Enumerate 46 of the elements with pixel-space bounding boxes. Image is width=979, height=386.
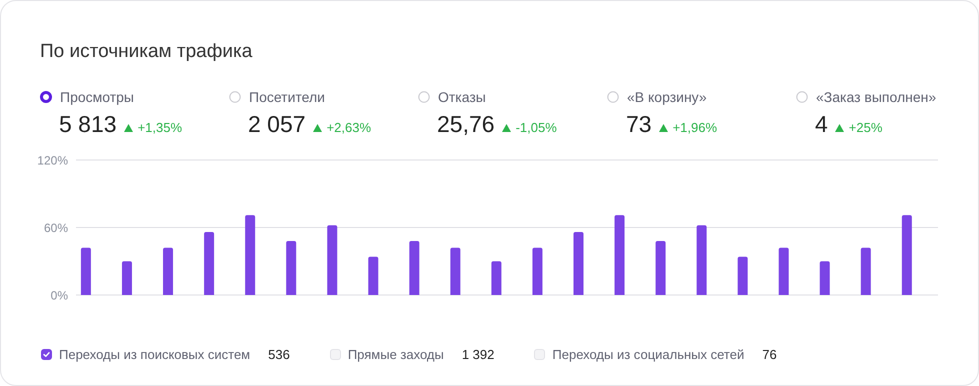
text: -1,05% [516,120,557,135]
bar [820,261,830,295]
bar [245,215,256,295]
bar [80,248,91,295]
bar [409,241,420,295]
bar [532,248,542,295]
y-tick-label: 120% [37,153,68,168]
bar [738,256,748,295]
text: +2,63% [326,120,372,135]
bar [778,248,789,295]
text: 2 057 [248,111,306,138]
bar [902,215,912,295]
text: «Заказ выполнен» [816,89,936,105]
bar [327,225,338,295]
text: +1,96% [672,120,718,135]
bar [491,261,502,295]
text: 76 [762,347,777,362]
text: 73 [626,111,652,138]
bar [450,248,460,295]
text: 4 [815,111,828,138]
bar [204,232,214,295]
bar [656,241,666,295]
chart-title: По источникам трафика [40,41,252,63]
text: 25,76 [437,111,495,138]
bar [573,232,584,295]
text: Посетители [249,89,325,105]
bar [614,215,625,295]
y-tick-label: 0% [50,288,68,302]
bar [696,225,707,295]
bar [122,261,132,295]
bar [860,248,871,295]
bar [163,248,174,295]
text: +1,35% [138,120,182,135]
text: 536 [268,347,290,362]
text: «В корзину» [627,89,707,105]
y-tick-label: 60% [44,220,68,235]
legend-label: Переходы из социальных сетей [552,347,744,362]
text: Просмотры [60,89,134,105]
bar [286,241,296,295]
text: Отказы [438,89,486,105]
text: 5 813 [59,111,117,138]
legend-label: Переходы из поисковых систем [59,347,250,362]
text: +25% [848,120,882,135]
bar [368,256,378,295]
text: 1 392 [462,347,494,362]
legend-label: Прямые заходы [348,347,444,362]
